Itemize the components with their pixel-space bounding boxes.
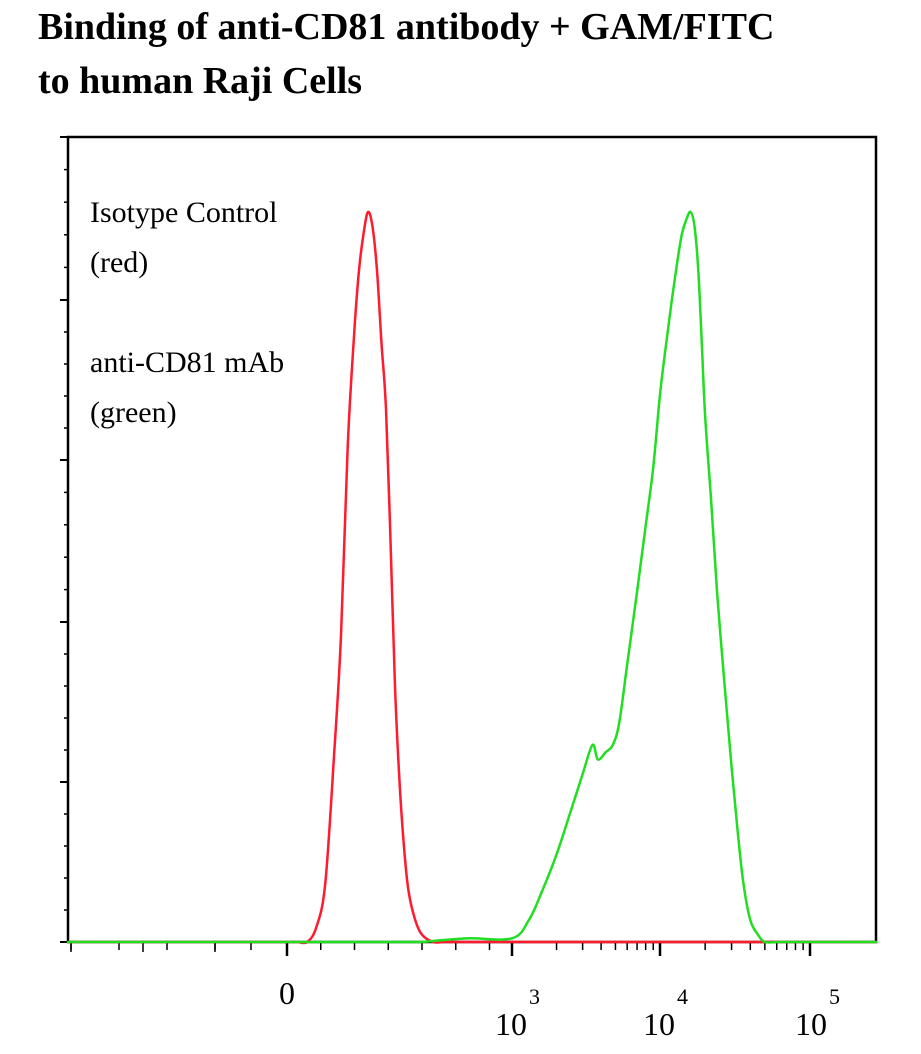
plot-frame — [66, 135, 878, 944]
x-tick-1e3-base: 10 — [495, 1006, 527, 1042]
annotation-antibody-color: (green) — [90, 396, 177, 429]
x-tick-1e3-exponent: 3 — [529, 984, 540, 1009]
annotation-isotype-label: Isotype Control — [90, 196, 278, 229]
x-tick-1e5-base: 10 — [795, 1006, 827, 1042]
y-axis-ticks — [60, 136, 68, 943]
series-line-0 — [66, 210, 878, 945]
x-tick-label-0: 0 — [279, 975, 295, 1011]
x-axis-ticks — [70, 942, 812, 956]
chart-title-line-1: Binding of anti-CD81 antibody + GAM/FITC — [38, 6, 775, 48]
x-tick-label-1e5: 10 — [795, 1006, 827, 1042]
x-tick-1e4-base: 10 — [643, 1006, 675, 1042]
series-layer — [66, 210, 878, 945]
series-line-1 — [66, 210, 878, 944]
x-tick-label-1e4: 10 — [643, 1006, 675, 1042]
chart-title: Binding of anti-CD81 antibody + GAM/FITC… — [38, 0, 918, 108]
x-tick-label-1e3: 10 — [495, 1006, 527, 1042]
x-tick-1e5-exponent: 5 — [829, 984, 840, 1009]
chart-title-line-2: to human Raji Cells — [38, 60, 363, 102]
annotation-antibody-label: anti-CD81 mAb — [90, 346, 284, 379]
annotation-isotype-color: (red) — [90, 246, 148, 279]
x-tick-1e4-exponent: 4 — [677, 984, 688, 1009]
